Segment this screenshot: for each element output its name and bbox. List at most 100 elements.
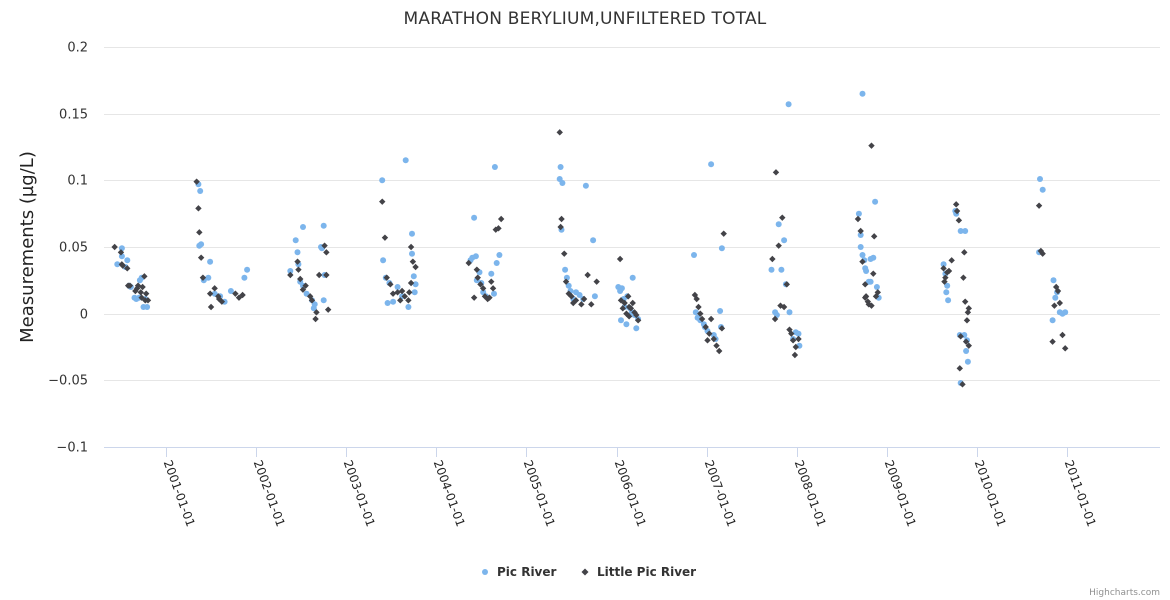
data-point[interactable] bbox=[287, 271, 294, 279]
data-point[interactable] bbox=[471, 214, 478, 221]
data-point[interactable] bbox=[479, 285, 487, 292]
data-point[interactable] bbox=[470, 294, 478, 301]
data-point[interactable] bbox=[781, 237, 788, 244]
data-point[interactable] bbox=[320, 222, 327, 229]
data-point[interactable] bbox=[855, 210, 862, 217]
data-point[interactable] bbox=[557, 164, 564, 170]
data-point[interactable] bbox=[1050, 277, 1057, 284]
data-point[interactable] bbox=[863, 268, 870, 274]
data-point[interactable] bbox=[321, 242, 328, 249]
data-point[interactable] bbox=[590, 237, 597, 244]
data-point[interactable] bbox=[119, 262, 126, 269]
data-point[interactable] bbox=[956, 365, 963, 372]
data-point[interactable] bbox=[625, 293, 632, 300]
data-point[interactable] bbox=[491, 164, 498, 170]
data-point[interactable] bbox=[572, 297, 580, 304]
data-point[interactable] bbox=[965, 305, 972, 312]
data-point[interactable] bbox=[570, 299, 577, 307]
data-point[interactable] bbox=[394, 284, 401, 290]
data-point[interactable] bbox=[962, 228, 969, 234]
legend-item-little-pic-river[interactable]: Little Pic River bbox=[581, 565, 697, 579]
data-point[interactable] bbox=[629, 274, 636, 281]
data-point[interactable] bbox=[486, 294, 493, 301]
data-point[interactable] bbox=[124, 257, 131, 264]
data-point[interactable] bbox=[961, 298, 969, 305]
data-point[interactable] bbox=[232, 290, 239, 297]
data-point[interactable] bbox=[718, 245, 725, 252]
data-point[interactable] bbox=[562, 266, 569, 273]
data-point[interactable] bbox=[775, 242, 782, 249]
data-point[interactable] bbox=[769, 255, 776, 263]
data-point[interactable] bbox=[294, 258, 301, 265]
data-point[interactable] bbox=[961, 249, 968, 256]
data-point[interactable] bbox=[697, 310, 704, 317]
data-point[interactable] bbox=[111, 243, 118, 251]
data-point[interactable] bbox=[960, 274, 967, 281]
data-point[interactable] bbox=[324, 306, 332, 313]
data-point[interactable] bbox=[381, 234, 389, 241]
data-point[interactable] bbox=[962, 338, 970, 345]
data-point[interactable] bbox=[965, 342, 972, 349]
data-point[interactable] bbox=[405, 297, 412, 304]
data-point[interactable] bbox=[857, 232, 864, 238]
data-point[interactable] bbox=[625, 313, 633, 320]
data-point[interactable] bbox=[789, 337, 797, 344]
data-point[interactable] bbox=[718, 325, 726, 332]
data-point[interactable] bbox=[313, 309, 320, 316]
data-point[interactable] bbox=[778, 266, 785, 273]
data-point[interactable] bbox=[488, 278, 495, 285]
data-point[interactable] bbox=[379, 198, 386, 205]
data-point[interactable] bbox=[493, 260, 500, 266]
data-point[interactable] bbox=[857, 227, 864, 235]
data-point[interactable] bbox=[1062, 309, 1069, 316]
data-point[interactable] bbox=[945, 267, 953, 275]
data-point[interactable] bbox=[1049, 317, 1056, 324]
data-point[interactable] bbox=[387, 281, 394, 288]
data-point[interactable] bbox=[786, 309, 793, 316]
data-point[interactable] bbox=[496, 252, 503, 258]
data-point[interactable] bbox=[633, 325, 640, 332]
data-point[interactable] bbox=[1039, 186, 1046, 193]
data-point[interactable] bbox=[315, 271, 323, 279]
data-point[interactable] bbox=[473, 266, 481, 273]
data-point[interactable] bbox=[868, 302, 875, 309]
data-point[interactable] bbox=[623, 321, 630, 328]
data-point[interactable] bbox=[465, 259, 472, 267]
data-point[interactable] bbox=[872, 293, 880, 300]
data-point[interactable] bbox=[215, 295, 223, 303]
data-point[interactable] bbox=[401, 293, 408, 300]
data-point[interactable] bbox=[137, 289, 144, 296]
data-point[interactable] bbox=[299, 286, 307, 293]
data-point[interactable] bbox=[559, 180, 566, 186]
data-point[interactable] bbox=[407, 243, 415, 251]
data-point[interactable] bbox=[193, 178, 200, 185]
data-point[interactable] bbox=[859, 90, 866, 97]
data-point[interactable] bbox=[1054, 287, 1062, 295]
data-point[interactable] bbox=[1037, 247, 1045, 255]
data-point[interactable] bbox=[616, 255, 624, 263]
data-point[interactable] bbox=[959, 381, 966, 388]
data-point[interactable] bbox=[779, 214, 786, 221]
data-point[interactable] bbox=[141, 273, 148, 280]
data-point[interactable] bbox=[618, 285, 625, 292]
data-point[interactable] bbox=[409, 250, 415, 257]
data-point[interactable] bbox=[144, 297, 152, 304]
data-point[interactable] bbox=[472, 253, 479, 260]
data-point[interactable] bbox=[207, 258, 214, 265]
data-point[interactable] bbox=[384, 300, 391, 306]
data-point[interactable] bbox=[320, 297, 327, 304]
data-point[interactable] bbox=[621, 299, 628, 307]
data-point[interactable] bbox=[557, 223, 564, 231]
data-point[interactable] bbox=[957, 228, 964, 234]
data-point[interactable] bbox=[952, 201, 960, 208]
data-point[interactable] bbox=[720, 230, 727, 237]
data-point[interactable] bbox=[241, 274, 248, 281]
data-point[interactable] bbox=[964, 358, 971, 365]
data-point[interactable] bbox=[477, 281, 484, 288]
data-point[interactable] bbox=[409, 230, 415, 237]
data-point[interactable] bbox=[489, 285, 497, 292]
data-point[interactable] bbox=[940, 261, 947, 268]
credits-link[interactable]: Highcharts.com bbox=[1089, 588, 1160, 598]
data-point[interactable] bbox=[407, 279, 415, 287]
data-point[interactable] bbox=[411, 289, 418, 296]
